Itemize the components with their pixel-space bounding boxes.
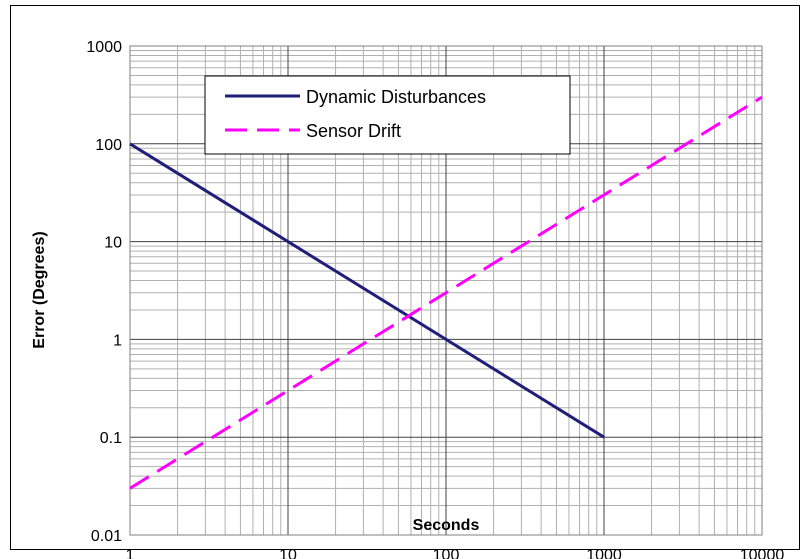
series-layer <box>129 95 763 490</box>
legend-label-dynamic-disturbances: Dynamic Disturbances <box>306 87 486 107</box>
y-tick-label: 0.1 <box>100 430 122 447</box>
x-tick-label: 100 <box>433 547 460 559</box>
y-tick-label: 1000 <box>86 39 122 56</box>
x-tick-label: 1 <box>126 547 135 559</box>
x-tick-label: 1000 <box>586 547 622 559</box>
y-axis-title: Error (Degrees) <box>31 231 48 348</box>
y-tick-label: 0.01 <box>91 528 122 545</box>
x-tick-label: 10 <box>279 547 297 559</box>
x-axis-title: Seconds <box>413 517 480 534</box>
legend-box <box>204 75 571 155</box>
plot-border <box>129 45 763 536</box>
y-tick-labels: 0.01 0.1 1 10 100 1000 <box>86 39 122 545</box>
series-line-dynamic-disturbances <box>129 142 605 439</box>
legend-label-sensor-drift: Sensor Drift <box>306 121 401 141</box>
legend: Dynamic Disturbances Sensor Drift <box>204 75 571 155</box>
y-tick-label: 10 <box>104 235 122 252</box>
y-tick-label: 100 <box>95 137 122 154</box>
series-line-sensor-drift <box>129 95 763 490</box>
x-tick-label: 10000 <box>740 547 785 559</box>
x-tick-labels: 1 10 100 1000 10000 <box>126 547 785 559</box>
y-tick-label: 1 <box>113 332 122 349</box>
